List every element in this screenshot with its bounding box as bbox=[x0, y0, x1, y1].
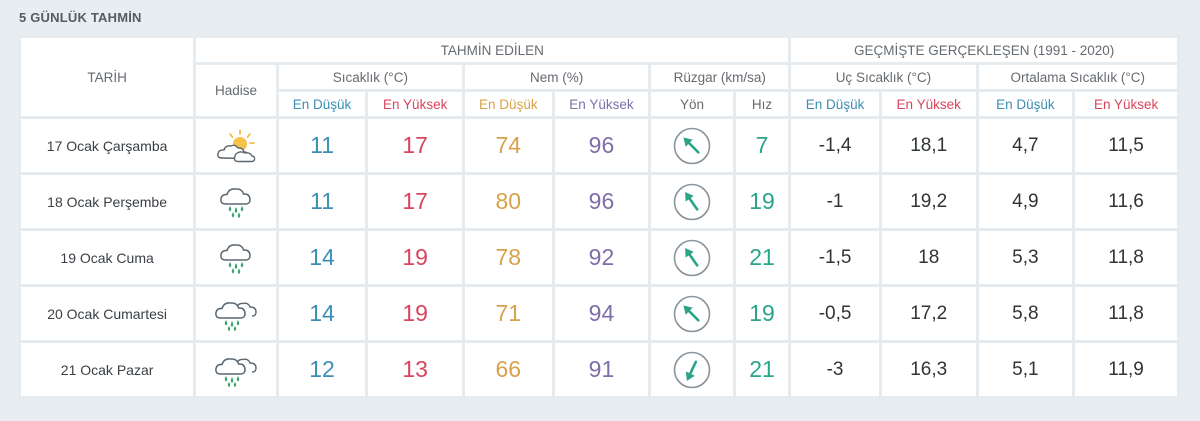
temp-low-value: 14 bbox=[278, 231, 366, 284]
avg-high-value: 11,6 bbox=[1075, 175, 1177, 228]
header-hadise: Hadise bbox=[196, 65, 276, 116]
partly-cloudy-sun-icon bbox=[196, 119, 276, 172]
temp-low-value: 14 bbox=[278, 287, 366, 340]
extreme-high-value: 18,1 bbox=[881, 119, 976, 172]
extreme-low-value: -1 bbox=[791, 175, 879, 228]
avg-high-value: 11,9 bbox=[1075, 343, 1177, 396]
avg-low-value: 4,7 bbox=[978, 119, 1073, 172]
rain-cloud-icon bbox=[196, 175, 276, 228]
humidity-high-value: 96 bbox=[554, 175, 649, 228]
header-forecast-group: TAHMİN EDİLEN bbox=[196, 38, 789, 62]
header-humidity-low: En Düşük bbox=[465, 92, 552, 116]
header-history-group: GEÇMİŞTE GERÇEKLEŞEN (1991 - 2020) bbox=[791, 38, 1177, 62]
header-temp-low: En Düşük bbox=[278, 92, 366, 116]
header-avg-high: En Yüksek bbox=[1075, 92, 1177, 116]
row-date: 18 Ocak Perşembe bbox=[21, 175, 194, 228]
wind-direction-icon bbox=[651, 231, 733, 284]
wind-speed-value: 21 bbox=[735, 231, 789, 284]
temp-high-value: 17 bbox=[368, 175, 463, 228]
humidity-low-value: 74 bbox=[465, 119, 552, 172]
humidity-high-value: 94 bbox=[554, 287, 649, 340]
header-humidity: Nem (%) bbox=[465, 65, 649, 89]
wind-speed-value: 7 bbox=[735, 119, 789, 172]
temp-low-value: 12 bbox=[278, 343, 366, 396]
header-temp: Sıcaklık (°C) bbox=[278, 65, 463, 89]
humidity-low-value: 78 bbox=[465, 231, 552, 284]
heavy-rain-cloud-icon bbox=[196, 287, 276, 340]
wind-direction-icon bbox=[651, 343, 733, 396]
avg-low-value: 5,8 bbox=[978, 287, 1073, 340]
temp-high-value: 19 bbox=[368, 287, 463, 340]
row-date: 21 Ocak Pazar bbox=[21, 343, 194, 396]
header-temp-high: En Yüksek bbox=[368, 92, 463, 116]
header-wind: Rüzgar (km/sa) bbox=[651, 65, 789, 89]
avg-low-value: 5,3 bbox=[978, 231, 1073, 284]
header-avg-temp: Ortalama Sıcaklık (°C) bbox=[978, 65, 1177, 89]
row-date: 20 Ocak Cumartesi bbox=[21, 287, 194, 340]
header-extreme-high: En Yüksek bbox=[881, 92, 976, 116]
header-wind-speed: Hız bbox=[735, 92, 789, 116]
forecast-row: 20 Ocak Cumartesi 14 19 71 94 19 -0,5 17,2 5,8 11… bbox=[21, 287, 1177, 340]
header-humidity-high: En Yüksek bbox=[554, 92, 649, 116]
wind-direction-icon bbox=[651, 287, 733, 340]
wind-speed-value: 19 bbox=[735, 175, 789, 228]
humidity-high-value: 96 bbox=[554, 119, 649, 172]
extreme-low-value: -1,4 bbox=[791, 119, 879, 172]
section-title: 5 GÜNLÜK TAHMİN bbox=[19, 10, 142, 25]
forecast-row: 21 Ocak Pazar 12 13 66 91 21 -3 16,3 5,1 11,9 bbox=[21, 343, 1177, 396]
extreme-low-value: -0,5 bbox=[791, 287, 879, 340]
heavy-rain-cloud-icon bbox=[196, 343, 276, 396]
extreme-high-value: 16,3 bbox=[881, 343, 976, 396]
header-avg-low: En Düşük bbox=[978, 92, 1073, 116]
temp-low-value: 11 bbox=[278, 175, 366, 228]
forecast-row: 18 Ocak Perşembe 11 17 80 96 19 -1 19,2 4,9 11,6 bbox=[21, 175, 1177, 228]
avg-low-value: 5,1 bbox=[978, 343, 1073, 396]
avg-high-value: 11,8 bbox=[1075, 231, 1177, 284]
forecast-row: 19 Ocak Cuma 14 19 78 92 21 -1,5 18 5,3 11,8 bbox=[21, 231, 1177, 284]
avg-low-value: 4,9 bbox=[978, 175, 1073, 228]
temp-low-value: 11 bbox=[278, 119, 366, 172]
header-extreme-temp: Uç Sıcaklık (°C) bbox=[791, 65, 976, 89]
humidity-high-value: 92 bbox=[554, 231, 649, 284]
rain-cloud-icon bbox=[196, 231, 276, 284]
header-wind-direction: Yön bbox=[651, 92, 733, 116]
header-extreme-low: En Düşük bbox=[791, 92, 879, 116]
temp-high-value: 13 bbox=[368, 343, 463, 396]
temp-high-value: 19 bbox=[368, 231, 463, 284]
row-date: 19 Ocak Cuma bbox=[21, 231, 194, 284]
avg-high-value: 11,5 bbox=[1075, 119, 1177, 172]
humidity-low-value: 66 bbox=[465, 343, 552, 396]
header-date: TARİH bbox=[21, 38, 194, 116]
forecast-table: TARİH TAHMİN EDİLEN GEÇMİŞTE GERÇEKLEŞEN… bbox=[18, 35, 1180, 399]
wind-speed-value: 19 bbox=[735, 287, 789, 340]
temp-high-value: 17 bbox=[368, 119, 463, 172]
wind-direction-icon bbox=[651, 119, 733, 172]
extreme-low-value: -3 bbox=[791, 343, 879, 396]
extreme-low-value: -1,5 bbox=[791, 231, 879, 284]
humidity-high-value: 91 bbox=[554, 343, 649, 396]
humidity-low-value: 80 bbox=[465, 175, 552, 228]
avg-high-value: 11,8 bbox=[1075, 287, 1177, 340]
extreme-high-value: 18 bbox=[881, 231, 976, 284]
extreme-high-value: 19,2 bbox=[881, 175, 976, 228]
extreme-high-value: 17,2 bbox=[881, 287, 976, 340]
wind-direction-icon bbox=[651, 175, 733, 228]
wind-speed-value: 21 bbox=[735, 343, 789, 396]
humidity-low-value: 71 bbox=[465, 287, 552, 340]
forecast-row: 17 Ocak Çarşamba 11 17 74 96 7 -1,4 18,1 4,7 11,5 bbox=[21, 119, 1177, 172]
row-date: 17 Ocak Çarşamba bbox=[21, 119, 194, 172]
